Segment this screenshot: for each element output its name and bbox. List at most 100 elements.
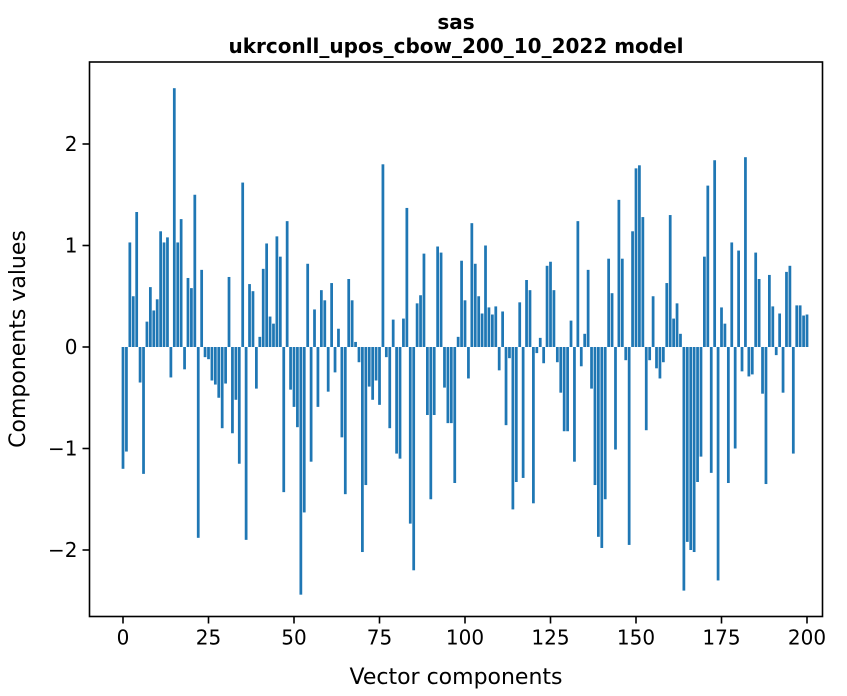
bar <box>706 185 710 347</box>
bar <box>528 290 532 347</box>
bar <box>514 347 518 482</box>
bar <box>162 242 166 347</box>
bar <box>429 347 433 500</box>
bar <box>788 265 792 347</box>
bar <box>566 347 569 432</box>
bar <box>525 280 528 347</box>
bar <box>419 295 422 348</box>
bar <box>484 245 487 347</box>
bar <box>412 347 416 571</box>
bar <box>456 336 460 347</box>
bar <box>586 269 590 347</box>
bar <box>764 347 768 485</box>
bar <box>668 215 672 347</box>
bar <box>665 283 669 348</box>
bar <box>128 242 132 347</box>
bar <box>453 347 457 484</box>
bar <box>644 347 648 431</box>
bar <box>220 347 224 429</box>
bar <box>754 252 758 347</box>
x-tick-label: 50 <box>281 626 306 650</box>
bar <box>620 258 624 347</box>
bar <box>248 284 251 347</box>
bar <box>737 250 740 347</box>
bar <box>299 347 303 595</box>
bar <box>388 347 392 429</box>
bar <box>439 252 443 347</box>
bar <box>203 347 207 358</box>
chart-title: sas <box>437 10 474 34</box>
bar <box>296 347 299 428</box>
bar <box>778 313 782 347</box>
bar <box>166 237 169 347</box>
bar <box>559 347 563 393</box>
bar <box>761 347 764 394</box>
bar <box>125 347 128 452</box>
bar <box>538 337 542 347</box>
bar <box>261 268 265 348</box>
bar <box>740 347 744 372</box>
bar <box>135 212 139 347</box>
bar <box>638 165 641 347</box>
bar <box>333 347 337 373</box>
bar <box>408 347 412 524</box>
bar <box>241 182 245 347</box>
bar <box>422 253 426 347</box>
bar <box>289 347 292 390</box>
bar <box>142 347 145 474</box>
bar <box>244 347 248 540</box>
bar <box>521 347 525 478</box>
bar <box>330 283 333 348</box>
bar <box>391 319 395 348</box>
y-tick-label: 2 <box>65 132 78 156</box>
bar <box>446 347 450 424</box>
bar <box>470 223 474 347</box>
bar <box>350 300 354 347</box>
bar <box>713 160 717 347</box>
bar <box>357 347 361 363</box>
bar <box>480 313 484 347</box>
bar <box>497 347 501 371</box>
bar <box>367 347 371 387</box>
bar <box>600 347 604 548</box>
bar <box>316 347 320 407</box>
bar <box>511 347 515 510</box>
bar <box>231 347 234 434</box>
bar <box>432 347 436 416</box>
bar <box>337 328 340 347</box>
bar <box>415 303 419 347</box>
bar <box>282 347 286 493</box>
bar <box>398 347 402 459</box>
bar <box>672 318 675 347</box>
bar <box>771 306 775 347</box>
bar <box>747 347 751 377</box>
bar <box>213 347 217 385</box>
bar <box>326 347 330 392</box>
bar <box>374 347 378 381</box>
bar <box>490 314 494 347</box>
bar <box>504 347 508 426</box>
bar <box>217 347 221 398</box>
bar <box>169 347 173 378</box>
bar <box>597 347 600 537</box>
bar <box>200 269 204 347</box>
bar <box>378 347 381 405</box>
bar <box>576 221 580 347</box>
bar <box>805 314 809 347</box>
bar <box>733 347 737 449</box>
bar <box>258 336 262 347</box>
bar <box>172 88 176 348</box>
bar <box>121 347 125 469</box>
bar <box>443 347 446 388</box>
bar <box>436 246 440 347</box>
bar <box>402 318 405 347</box>
bar <box>323 300 327 347</box>
bar <box>699 347 703 457</box>
bar <box>607 258 611 347</box>
bar <box>679 333 682 348</box>
bar <box>610 293 614 347</box>
bar <box>426 347 429 416</box>
bar <box>562 347 566 432</box>
bar <box>634 168 638 347</box>
